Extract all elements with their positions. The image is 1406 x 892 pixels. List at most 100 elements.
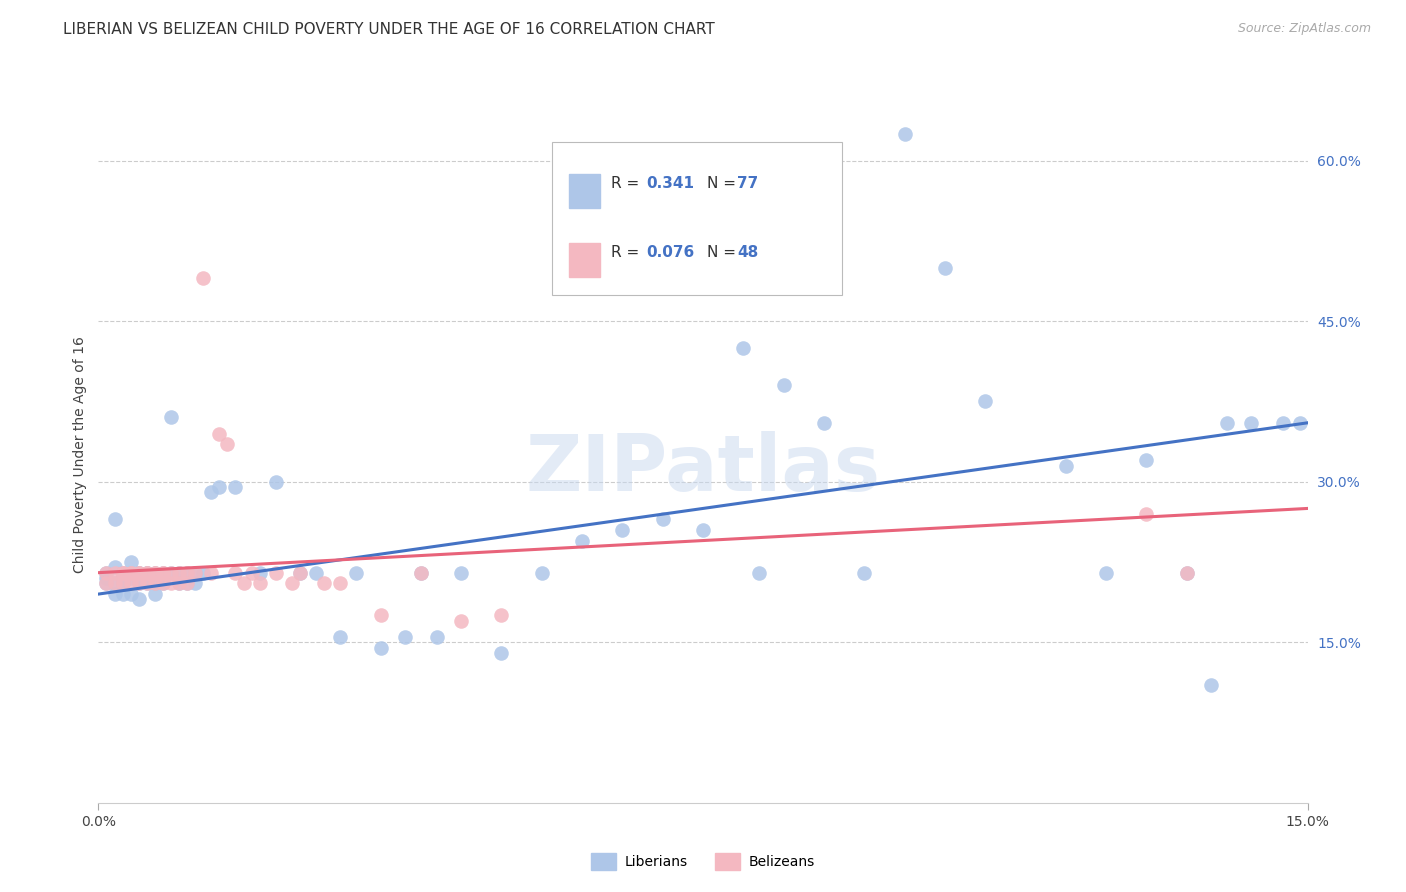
Point	[530, 566, 553, 580]
Point	[772, 378, 794, 392]
Point	[184, 576, 207, 591]
Point	[111, 576, 134, 591]
Point	[264, 475, 287, 489]
Point	[491, 646, 513, 660]
Point	[152, 571, 174, 585]
Point	[224, 480, 246, 494]
Point	[1272, 416, 1295, 430]
Point	[344, 566, 367, 580]
Point	[1288, 416, 1310, 430]
Point	[329, 576, 352, 591]
Point	[249, 566, 271, 580]
Point	[96, 566, 118, 580]
Point	[264, 566, 287, 580]
Point	[128, 592, 150, 607]
Text: N =: N =	[706, 244, 741, 260]
Point	[249, 576, 271, 591]
Point	[103, 512, 125, 526]
Point	[96, 576, 118, 591]
Point	[152, 576, 174, 591]
Point	[692, 523, 714, 537]
Text: R =: R =	[612, 176, 644, 191]
Point	[152, 566, 174, 580]
Point	[184, 566, 207, 580]
Point	[143, 566, 166, 580]
Point	[1054, 458, 1077, 473]
Text: N =: N =	[706, 176, 741, 191]
Point	[491, 608, 513, 623]
Point	[128, 566, 150, 580]
Point	[193, 271, 215, 285]
Point	[103, 587, 125, 601]
Point	[103, 576, 125, 591]
Point	[103, 566, 125, 580]
Point	[208, 480, 231, 494]
Point	[143, 566, 166, 580]
Point	[305, 566, 328, 580]
Point	[111, 566, 134, 580]
Point	[934, 260, 956, 275]
Point	[974, 394, 997, 409]
Point	[103, 560, 125, 574]
Legend: Liberians, Belizeans: Liberians, Belizeans	[585, 847, 821, 876]
Point	[96, 576, 118, 591]
Point	[748, 566, 770, 580]
Point	[288, 566, 311, 580]
Text: 0.076: 0.076	[647, 244, 695, 260]
Point	[288, 566, 311, 580]
Point	[160, 566, 183, 580]
Point	[128, 571, 150, 585]
Point	[120, 576, 142, 591]
Point	[1240, 416, 1263, 430]
Point	[135, 566, 157, 580]
Point	[184, 566, 207, 580]
Point	[111, 571, 134, 585]
Point	[152, 566, 174, 580]
Point	[120, 566, 142, 580]
Point	[167, 576, 190, 591]
Point	[120, 566, 142, 580]
Point	[813, 416, 835, 430]
Point	[370, 608, 392, 623]
Point	[143, 576, 166, 591]
Point	[217, 437, 239, 451]
Point	[143, 587, 166, 601]
Point	[111, 566, 134, 580]
Point	[450, 566, 472, 580]
Point	[167, 576, 190, 591]
Point	[409, 566, 432, 580]
Point	[160, 410, 183, 425]
Point	[111, 576, 134, 591]
Point	[111, 566, 134, 580]
Point	[120, 571, 142, 585]
Point	[426, 630, 449, 644]
Point	[128, 576, 150, 591]
Point	[135, 576, 157, 591]
Point	[143, 576, 166, 591]
Point	[314, 576, 336, 591]
Text: Source: ZipAtlas.com: Source: ZipAtlas.com	[1237, 22, 1371, 36]
Text: 0.341: 0.341	[647, 176, 695, 191]
Point	[409, 566, 432, 580]
Text: 77: 77	[738, 176, 759, 191]
Point	[167, 566, 190, 580]
Point	[135, 571, 157, 585]
Point	[120, 587, 142, 601]
Point	[281, 576, 304, 591]
Point	[232, 576, 254, 591]
Point	[167, 566, 190, 580]
Point	[224, 566, 246, 580]
Point	[370, 640, 392, 655]
Point	[152, 576, 174, 591]
Point	[143, 566, 166, 580]
Point	[176, 576, 198, 591]
Point	[120, 555, 142, 569]
Point	[394, 630, 416, 644]
Point	[208, 426, 231, 441]
Point	[176, 566, 198, 580]
Point	[111, 576, 134, 591]
Point	[128, 576, 150, 591]
Y-axis label: Child Poverty Under the Age of 16: Child Poverty Under the Age of 16	[73, 336, 87, 574]
Point	[103, 576, 125, 591]
Point	[176, 566, 198, 580]
